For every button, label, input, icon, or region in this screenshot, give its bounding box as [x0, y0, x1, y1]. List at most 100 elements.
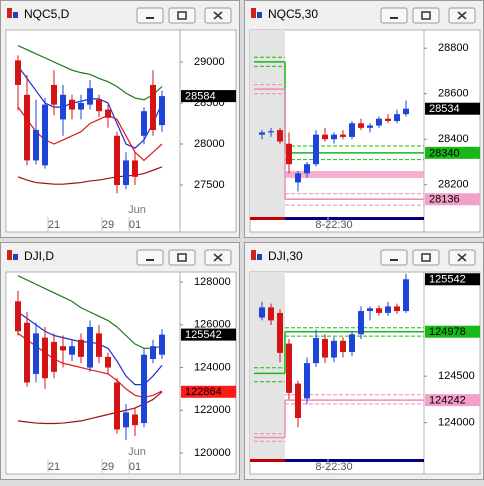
- session-shade: [250, 30, 285, 217]
- maximize-button-box[interactable]: [412, 249, 440, 266]
- candle-body: [159, 96, 165, 126]
- candle-body: [349, 123, 355, 137]
- candle-body: [150, 346, 156, 359]
- minimize-button-box[interactable]: [380, 249, 408, 266]
- candle-body: [349, 334, 355, 352]
- price-tag: [425, 146, 480, 159]
- close-button[interactable]: [204, 249, 232, 266]
- candle-body: [78, 339, 84, 357]
- icon[interactable]: [146, 17, 154, 19]
- month-label: Jun: [128, 204, 146, 216]
- candle-body: [259, 132, 265, 135]
- icon[interactable]: [390, 259, 398, 261]
- x-tick-label: 8-22:30: [315, 219, 352, 231]
- candle-body: [358, 123, 364, 128]
- icon[interactable]: [421, 11, 431, 20]
- month-label: Jun: [128, 446, 146, 458]
- candle-body: [114, 135, 120, 186]
- plot: [15, 275, 165, 441]
- minimize-button[interactable]: [380, 7, 408, 24]
- x-tick-label: 01: [129, 219, 141, 231]
- candle-body: [114, 382, 120, 430]
- candle-body: [96, 333, 102, 357]
- y-tick-label: 124500: [438, 370, 475, 382]
- maximize-button[interactable]: [168, 249, 196, 266]
- minimize-button[interactable]: [380, 249, 408, 266]
- icon[interactable]: [146, 259, 154, 261]
- candle-body: [42, 104, 48, 166]
- icon[interactable]: [457, 11, 467, 20]
- minimize-button-box[interactable]: [136, 249, 164, 266]
- candle-body: [376, 118, 382, 126]
- candle-body: [51, 341, 57, 372]
- candle-body: [394, 306, 400, 312]
- price-tag-label: 125542: [185, 329, 222, 341]
- icon[interactable]: [421, 253, 431, 262]
- session-bar: [250, 217, 285, 220]
- candle-body: [268, 307, 274, 321]
- candle-body: [123, 160, 129, 186]
- candle-body: [132, 160, 138, 177]
- candle-body: [24, 322, 30, 383]
- price-tag-label: 125542: [429, 274, 466, 286]
- icon[interactable]: [177, 253, 187, 262]
- candle-body: [15, 301, 21, 332]
- candle-body: [403, 279, 409, 312]
- candle-body: [105, 109, 111, 118]
- y-tick-label: 126000: [194, 319, 231, 331]
- chart-window: DJI,D 128000 126000 124000 122000 120000 12554…: [0, 242, 240, 480]
- icon[interactable]: [177, 11, 187, 20]
- maximize-button-box[interactable]: [412, 7, 440, 24]
- maximize-button[interactable]: [412, 249, 440, 266]
- minimize-button[interactable]: [136, 249, 164, 266]
- maximize-button-box[interactable]: [168, 249, 196, 266]
- candle-body: [277, 130, 283, 142]
- price-tag-label: 122864: [185, 386, 222, 398]
- chart-window: DJI,30 124500 124000 125542 124978 124242 8-22…: [244, 242, 484, 480]
- icon[interactable]: [457, 253, 467, 262]
- close-button[interactable]: [448, 249, 476, 266]
- y-tick-label: 120000: [194, 447, 231, 459]
- candle-body: [87, 326, 93, 368]
- minimize-button-box[interactable]: [380, 7, 408, 24]
- candle-body: [340, 134, 346, 137]
- app-icon: [257, 254, 262, 260]
- minimize-button-box[interactable]: [136, 7, 164, 24]
- price-tag-label: 28136: [429, 194, 460, 206]
- candle-body: [385, 118, 391, 121]
- chart-window: NQC5,30 28800 28600 28400 28200 28534 28340 281…: [244, 0, 484, 238]
- session-bar: [285, 459, 424, 462]
- candle-body: [132, 414, 138, 426]
- price-tag: [181, 385, 236, 398]
- icon[interactable]: [390, 17, 398, 19]
- y-tick-label: 124000: [194, 361, 231, 373]
- candle-body: [331, 134, 337, 140]
- maximize-button[interactable]: [168, 7, 196, 24]
- x-tick-label: 29: [102, 461, 114, 473]
- maximize-button-box[interactable]: [168, 7, 196, 24]
- icon[interactable]: [213, 253, 223, 262]
- plot: [250, 30, 424, 217]
- price-tag: [181, 90, 236, 103]
- candle-body: [313, 134, 319, 165]
- icon[interactable]: [213, 11, 223, 20]
- candle-body: [385, 306, 391, 313]
- candle-body: [286, 343, 292, 393]
- y-tick-label: 122000: [194, 404, 231, 416]
- y-tick-label: 28800: [438, 42, 469, 54]
- app-icon: [257, 12, 262, 18]
- y-tick-label: 27500: [194, 179, 225, 191]
- close-button[interactable]: [204, 7, 232, 24]
- minimize-button[interactable]: [136, 7, 164, 24]
- maximize-button[interactable]: [412, 7, 440, 24]
- candle-body: [322, 134, 328, 140]
- price-tag: [425, 273, 480, 286]
- moving-average: [17, 275, 163, 349]
- candle-body: [394, 114, 400, 121]
- close-button[interactable]: [448, 7, 476, 24]
- x-tick-label: 01: [129, 461, 141, 473]
- price-tag: [425, 394, 480, 407]
